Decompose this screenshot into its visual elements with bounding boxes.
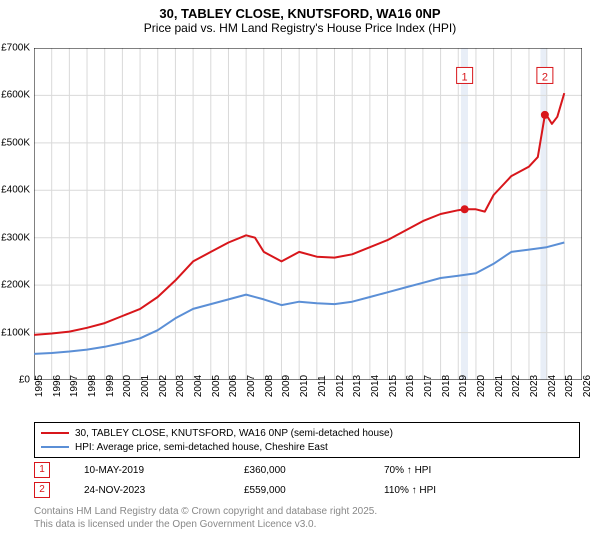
svg-text:1: 1 [462, 71, 468, 83]
ytick: £400K [1, 185, 30, 196]
xtick: 2025 [564, 375, 575, 397]
chart-svg: 12 [34, 48, 582, 380]
xtick: 2015 [388, 375, 399, 397]
ytick: £700K [1, 43, 30, 54]
xtick: 2022 [511, 375, 522, 397]
marker-badge-1: 2 [34, 482, 50, 498]
xtick: 2008 [264, 375, 275, 397]
xtick: 2006 [228, 375, 239, 397]
ytick: £500K [1, 137, 30, 148]
xtick: 1996 [52, 375, 63, 397]
xtick: 2019 [458, 375, 469, 397]
marker-row-0: 1 10-MAY-2019 £360,000 70% ↑ HPI [34, 460, 580, 480]
marker-pct-0: 70% ↑ HPI [384, 465, 534, 476]
xtick: 2009 [281, 375, 292, 397]
xtick: 2017 [423, 375, 434, 397]
xtick: 2013 [352, 375, 363, 397]
legend-swatch-1 [41, 446, 69, 448]
legend-item-0: 30, TABLEY CLOSE, KNUTSFORD, WA16 0NP (s… [41, 426, 573, 440]
xtick: 2007 [246, 375, 257, 397]
marker-row-1: 2 24-NOV-2023 £559,000 110% ↑ HPI [34, 480, 580, 500]
xtick: 2023 [529, 375, 540, 397]
legend-label-0: 30, TABLEY CLOSE, KNUTSFORD, WA16 0NP (s… [75, 428, 393, 439]
footer-line2: This data is licensed under the Open Gov… [34, 519, 377, 532]
xtick: 2016 [405, 375, 416, 397]
legend-item-1: HPI: Average price, semi-detached house,… [41, 440, 573, 454]
footer: Contains HM Land Registry data © Crown c… [34, 506, 377, 531]
xtick: 2002 [158, 375, 169, 397]
title-line2: Price paid vs. HM Land Registry's House … [0, 21, 600, 35]
title-block: 30, TABLEY CLOSE, KNUTSFORD, WA16 0NP Pr… [0, 0, 600, 37]
ytick: £100K [1, 327, 30, 338]
marker-date-0: 10-MAY-2019 [84, 465, 244, 476]
xtick: 2001 [140, 375, 151, 397]
marker-table: 1 10-MAY-2019 £360,000 70% ↑ HPI 2 24-NO… [34, 460, 580, 500]
legend-swatch-0 [41, 432, 69, 434]
xtick: 2021 [494, 375, 505, 397]
ytick: £0 [19, 375, 30, 386]
legend: 30, TABLEY CLOSE, KNUTSFORD, WA16 0NP (s… [34, 422, 580, 458]
marker-price-1: £559,000 [244, 485, 384, 496]
xtick: 2014 [370, 375, 381, 397]
ytick: £300K [1, 232, 30, 243]
xtick: 2024 [547, 375, 558, 397]
legend-label-1: HPI: Average price, semi-detached house,… [75, 442, 328, 453]
svg-text:2: 2 [542, 71, 548, 83]
xtick: 2012 [335, 375, 346, 397]
xtick: 2010 [299, 375, 310, 397]
xtick: 1995 [34, 375, 45, 397]
xtick: 1999 [105, 375, 116, 397]
xtick: 2018 [441, 375, 452, 397]
xtick: 1997 [69, 375, 80, 397]
chart-area: 12 £0£100K£200K£300K£400K£500K£600K£700K… [34, 48, 582, 380]
ytick: £600K [1, 90, 30, 101]
xtick: 2026 [582, 375, 593, 397]
xtick: 1998 [87, 375, 98, 397]
marker-price-0: £360,000 [244, 465, 384, 476]
xtick: 2020 [476, 375, 487, 397]
xtick: 2011 [317, 375, 328, 397]
ytick: £200K [1, 280, 30, 291]
xtick: 2004 [193, 375, 204, 397]
footer-line1: Contains HM Land Registry data © Crown c… [34, 506, 377, 519]
marker-date-1: 24-NOV-2023 [84, 485, 244, 496]
marker-badge-0: 1 [34, 462, 50, 478]
xtick: 2005 [211, 375, 222, 397]
xtick: 2000 [122, 375, 133, 397]
marker-pct-1: 110% ↑ HPI [384, 485, 534, 496]
xtick: 2003 [175, 375, 186, 397]
title-line1: 30, TABLEY CLOSE, KNUTSFORD, WA16 0NP [0, 6, 600, 21]
chart-container: 30, TABLEY CLOSE, KNUTSFORD, WA16 0NP Pr… [0, 0, 600, 560]
